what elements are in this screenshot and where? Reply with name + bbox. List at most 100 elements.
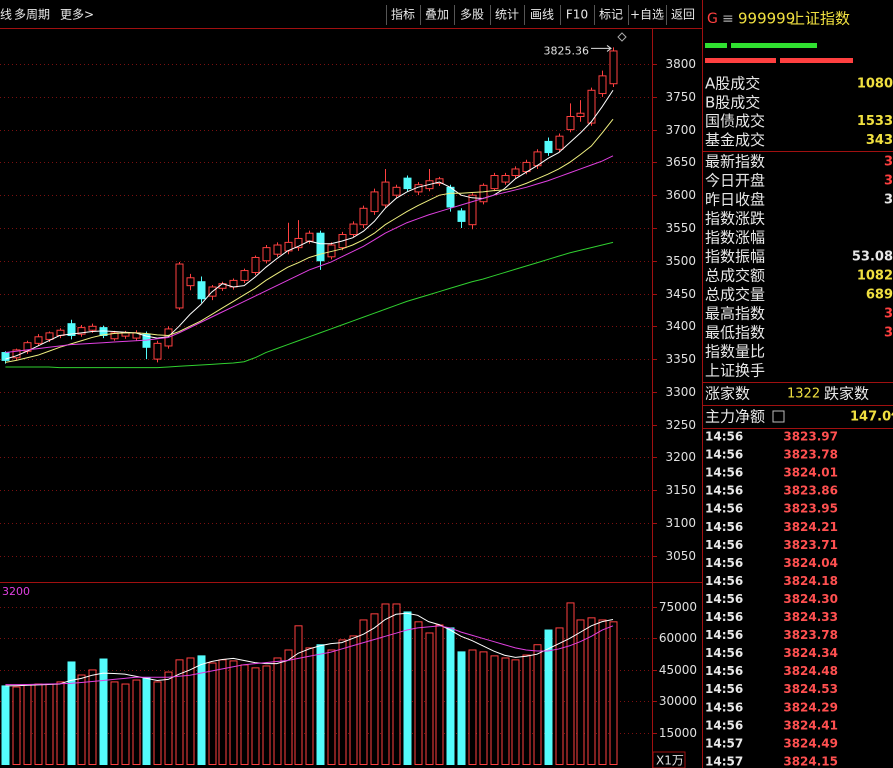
candle-body	[392, 186, 401, 196]
ma-line	[5, 612, 614, 687]
candle-body	[381, 181, 390, 206]
candle-body	[262, 247, 271, 262]
toolbar-button[interactable]: 画线	[530, 8, 554, 22]
tick-price: 3823.86	[783, 484, 838, 498]
y-tick-label: 3700	[665, 123, 696, 137]
quote-value: 3	[884, 326, 893, 341]
tick-price: 3823.97	[783, 430, 838, 444]
tick-time: 14:56	[705, 538, 743, 552]
candle-body	[34, 336, 43, 344]
volume-bar	[251, 667, 260, 765]
tick-price: 3824.04	[783, 556, 838, 570]
volume-bar	[403, 611, 412, 765]
ma-line	[5, 241, 614, 369]
volume-bar	[576, 619, 585, 766]
quote-value: 1533	[857, 114, 893, 129]
toolbar-button[interactable]: 指标	[391, 7, 415, 22]
y-tick-label: 3800	[665, 57, 696, 71]
toolbar-button[interactable]: 叠加	[425, 8, 449, 22]
volume-chart: 3200 75000 60000 45000 30000 15000 X1万	[0, 585, 697, 768]
y-tick-label: 3050	[665, 549, 696, 563]
price-annotation: 3825.36	[544, 44, 590, 57]
volume-bar	[370, 613, 379, 766]
tick-price: 3824.21	[783, 520, 838, 534]
breadth-up-count: 1322	[787, 387, 820, 402]
volume-bar	[435, 624, 444, 765]
quote-label: 最低指数	[705, 324, 765, 342]
toolbar-button[interactable]: 统计	[495, 8, 519, 22]
volume-bar	[88, 669, 97, 765]
y-tick-label: 3500	[665, 254, 696, 268]
tick-price: 3824.30	[783, 592, 838, 606]
ma-line	[5, 90, 614, 360]
volume-title: 3200	[2, 585, 30, 598]
volume-bar	[349, 635, 358, 766]
volume-bar	[175, 659, 184, 765]
candle-body	[45, 332, 54, 340]
stock-name: 上证指数	[790, 10, 850, 28]
toolbar-button[interactable]: +自选	[630, 8, 664, 22]
toolbar-button[interactable]: F10	[566, 8, 588, 22]
quote-label: 总成交量	[705, 286, 765, 304]
y-tick-label: 3450	[665, 287, 696, 301]
diamond-icon[interactable]	[617, 32, 627, 42]
tick-time: 14:56	[705, 682, 743, 696]
tick-time: 14:56	[705, 574, 743, 588]
tick-price: 3824.53	[783, 682, 838, 696]
volume-bar	[240, 664, 249, 765]
tick-time: 14:56	[705, 502, 743, 516]
volume-bar	[132, 679, 141, 766]
volume-bar	[12, 686, 21, 765]
y-tick-label: 3650	[665, 155, 696, 169]
y-tick-label: 3600	[665, 188, 696, 202]
quote-value: 1082	[857, 269, 893, 284]
candle-body	[598, 75, 607, 95]
candle-body	[251, 256, 260, 274]
tick-time: 14:56	[705, 718, 743, 732]
y-tick-label: 3100	[665, 516, 696, 530]
breadth-down-label: 跌家数	[824, 385, 869, 403]
volume-bar	[77, 674, 86, 765]
y-tick-label: 15000	[659, 726, 697, 740]
unit-box	[652, 751, 686, 768]
volume-bar	[587, 617, 596, 766]
tick-time: 14:56	[705, 646, 743, 660]
volume-bar	[208, 662, 217, 766]
quote-label: 最新指数	[705, 153, 765, 171]
quote-value: 343	[866, 133, 893, 148]
candle-body	[435, 178, 444, 184]
volume-bar	[34, 683, 43, 766]
toolbar-item[interactable]: 多周期	[14, 8, 50, 22]
candle-body	[457, 210, 466, 222]
volume-bar	[262, 665, 271, 765]
volume-bar	[110, 681, 119, 765]
y-tick-label: 75000	[659, 600, 697, 614]
candle-body	[446, 186, 455, 208]
candle-body	[186, 277, 195, 287]
toolbar-button[interactable]: 多股	[460, 8, 484, 22]
volume-bar	[142, 677, 151, 766]
tick-price: 3824.18	[783, 574, 838, 588]
tick-time: 14:56	[705, 556, 743, 570]
quote-label: 指数涨跌	[705, 210, 765, 228]
y-tick-label: 3350	[665, 352, 696, 366]
volume-unit: X1万	[656, 754, 684, 768]
volume-bar	[99, 658, 108, 766]
flow-label: 主力净额	[705, 408, 765, 426]
candle-body	[359, 207, 368, 226]
toolbar-button[interactable]: 标记	[599, 8, 623, 22]
flow-icon[interactable]	[772, 410, 785, 423]
quote-value: 3	[884, 155, 893, 170]
y-tick-label: 3300	[665, 385, 696, 399]
candle-body	[294, 237, 303, 249]
quote-label: 指数涨幅	[705, 229, 765, 247]
toolbar-item[interactable]: 线	[0, 8, 12, 22]
candle-body	[468, 194, 477, 226]
toolbar-item[interactable]: 更多>	[60, 8, 94, 22]
indicator-bar	[731, 43, 817, 48]
candle-body	[77, 327, 86, 335]
volume-bar	[305, 647, 314, 765]
menu-icon[interactable]: ≡	[722, 11, 734, 27]
toolbar-button[interactable]: 返回	[671, 8, 695, 22]
